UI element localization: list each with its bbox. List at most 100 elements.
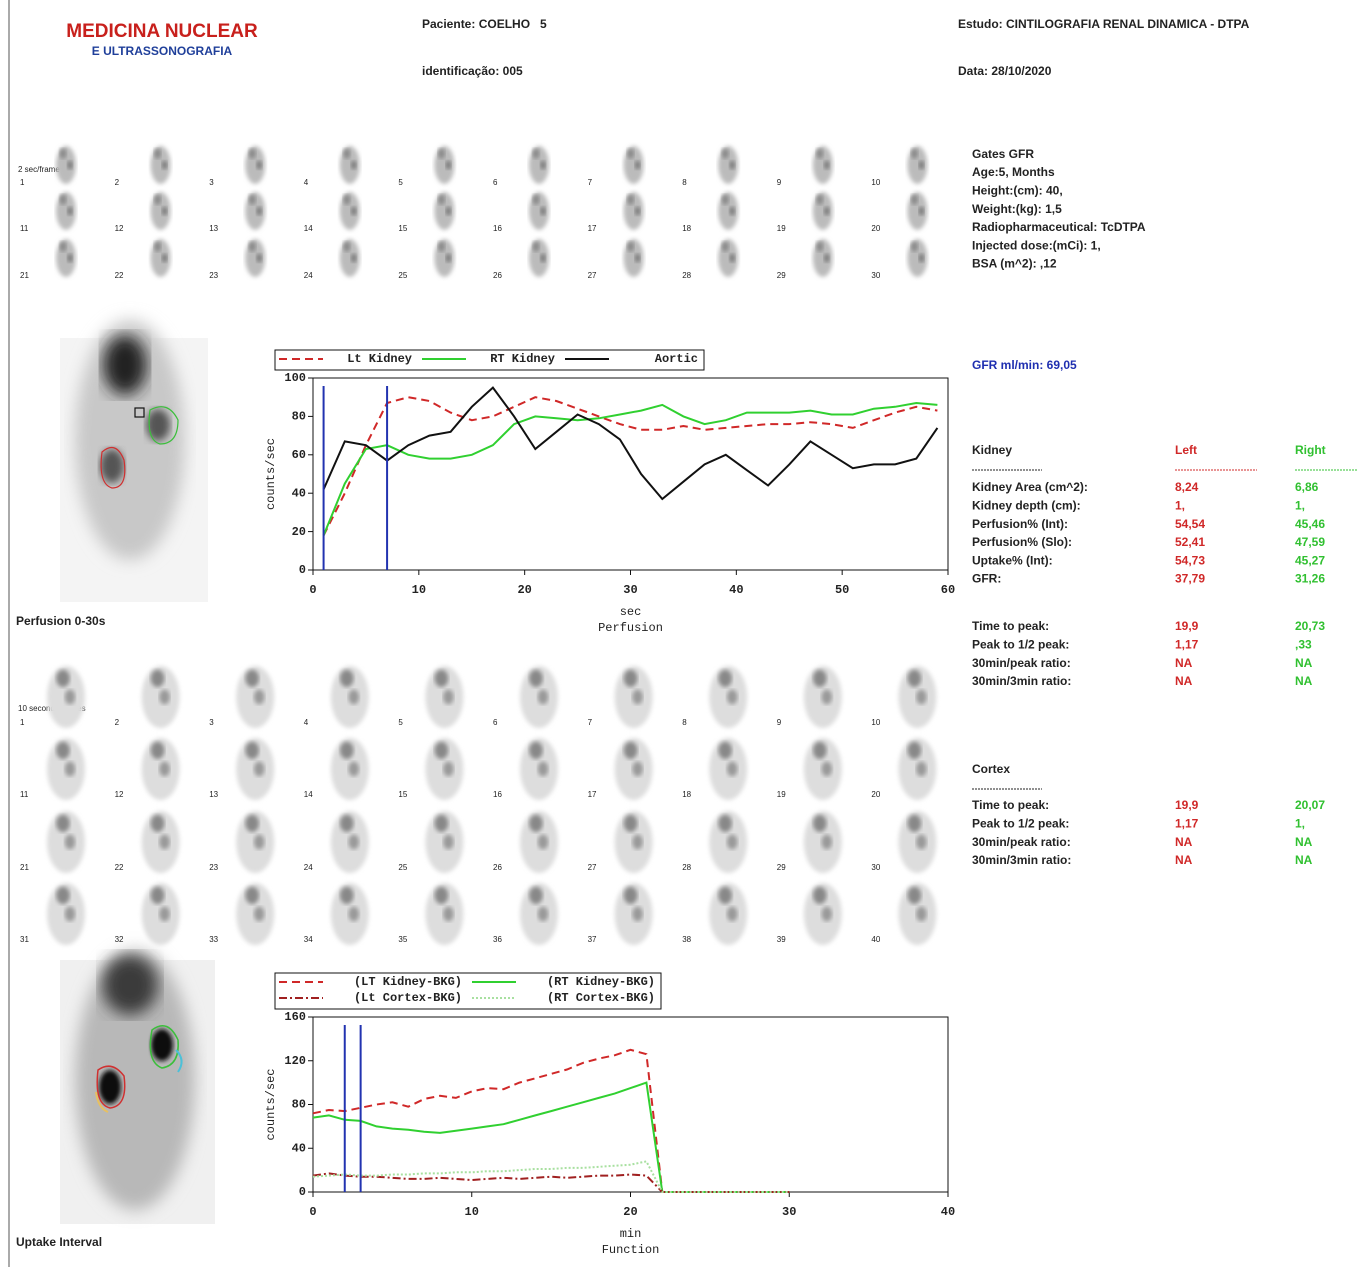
table-cell: NA bbox=[1295, 656, 1313, 670]
frame-number: 23 bbox=[209, 271, 218, 280]
thumb-spot bbox=[722, 241, 729, 252]
thumb-spot bbox=[151, 670, 165, 687]
thumb-spot bbox=[727, 690, 738, 705]
frame-thumbnail bbox=[56, 146, 76, 184]
frame-number: 24 bbox=[304, 863, 313, 872]
frame-thumbnail bbox=[151, 192, 171, 230]
frame-thumbnail bbox=[425, 666, 463, 728]
frame-number: 28 bbox=[682, 863, 691, 872]
frame-number: 40 bbox=[871, 935, 880, 944]
thumb-spot bbox=[154, 148, 161, 159]
frame-number: 13 bbox=[209, 790, 218, 799]
table-cell: Uptake% (Int): bbox=[972, 553, 1053, 567]
thumb-spot bbox=[821, 907, 832, 922]
frame-thumbnail bbox=[804, 666, 842, 728]
thumb-spot bbox=[65, 762, 76, 777]
thumb-spot bbox=[351, 206, 357, 215]
table-header: Right bbox=[1295, 443, 1326, 457]
frame-thumbnail bbox=[142, 811, 180, 873]
table-cell: Time to peak: bbox=[972, 619, 1049, 633]
frame-number: 3 bbox=[209, 718, 214, 727]
frame-thumbnail bbox=[425, 883, 463, 945]
thumb-spot bbox=[151, 887, 165, 904]
plot-frame bbox=[313, 1017, 948, 1192]
thumb-spot bbox=[348, 762, 359, 777]
protocol-title: Gates GFR bbox=[972, 147, 1034, 161]
thumb-spot bbox=[254, 690, 265, 705]
protocol-line: Height:(cm): 40, bbox=[972, 183, 1063, 197]
x-tick-label: 10 bbox=[412, 583, 426, 597]
frame-number: 6 bbox=[493, 178, 498, 187]
legend-label: Lt Kidney bbox=[347, 352, 412, 366]
frame-number: 5 bbox=[398, 178, 403, 187]
frame-thumbnail bbox=[813, 192, 833, 230]
x-tick-label: 0 bbox=[309, 583, 316, 597]
thumb-spot bbox=[718, 670, 732, 687]
frame-thumbnail bbox=[718, 192, 738, 230]
legend-label: RT Kidney bbox=[490, 352, 555, 366]
frame-thumbnail bbox=[709, 738, 747, 800]
frame-thumbnail bbox=[47, 738, 85, 800]
legend-label: (Lt Cortex-BKG) bbox=[354, 991, 462, 1005]
table-cell: NA bbox=[1295, 835, 1313, 849]
thumb-spot bbox=[529, 670, 543, 687]
series-line bbox=[313, 1083, 789, 1192]
table-cell: 52,41 bbox=[1175, 535, 1205, 549]
thumb-spot bbox=[446, 160, 452, 169]
identification: identificação: 005 bbox=[422, 64, 523, 78]
thumb-spot bbox=[816, 194, 823, 205]
protocol-line: Radiopharmaceutical: TcDTPA bbox=[972, 220, 1146, 234]
series-line bbox=[313, 1173, 789, 1192]
table-cell: 20,07 bbox=[1295, 798, 1325, 812]
frame-number: 28 bbox=[682, 271, 691, 280]
y-tick-label: 60 bbox=[292, 448, 306, 462]
thumb-spot bbox=[632, 835, 643, 850]
frame-thumbnail bbox=[615, 666, 653, 728]
frame-thumbnail bbox=[56, 192, 76, 230]
frame-thumbnail bbox=[624, 146, 644, 184]
chart-subtitle: Function bbox=[602, 1243, 660, 1257]
frame-thumbnail bbox=[718, 146, 738, 184]
frame-thumbnail bbox=[56, 239, 76, 277]
chart-subtitle: Perfusion bbox=[598, 621, 663, 635]
thumb-spot bbox=[816, 241, 823, 252]
thumb-spot bbox=[718, 887, 732, 904]
thumb-spot bbox=[911, 194, 918, 205]
thumb-spot bbox=[538, 762, 549, 777]
frame-number: 27 bbox=[588, 271, 597, 280]
frame-thumbnail bbox=[529, 239, 549, 277]
legend-label: (RT Kidney-BKG) bbox=[547, 975, 655, 989]
frame-number: 33 bbox=[209, 935, 218, 944]
frame-thumbnail bbox=[245, 192, 265, 230]
table-cell: 30min/3min ratio: bbox=[972, 674, 1071, 688]
frame-number: 6 bbox=[493, 718, 498, 727]
x-tick-label: 30 bbox=[623, 583, 637, 597]
thumb-spot bbox=[435, 670, 449, 687]
thumb-spot bbox=[821, 835, 832, 850]
frame-thumbnail bbox=[434, 239, 454, 277]
thumb-spot bbox=[351, 160, 357, 169]
frame-thumbnail bbox=[898, 811, 936, 873]
table-cell: NA bbox=[1175, 656, 1193, 670]
thumb-spot bbox=[624, 670, 638, 687]
frame-thumbnail bbox=[529, 146, 549, 184]
frame-number: 4 bbox=[304, 178, 309, 187]
frame-thumbnail bbox=[142, 666, 180, 728]
thumb-spot bbox=[916, 835, 927, 850]
table-cell: Perfusion% (Int): bbox=[972, 517, 1068, 531]
thumb-spot bbox=[65, 690, 76, 705]
legend-label: Aortic bbox=[655, 352, 698, 366]
thumb-spot bbox=[67, 253, 73, 262]
thumb-spot bbox=[65, 907, 76, 922]
thumb-spot bbox=[908, 742, 922, 759]
thumb-spot bbox=[443, 907, 454, 922]
frame-thumbnail bbox=[804, 883, 842, 945]
thumb-spot bbox=[59, 148, 66, 159]
thumb-spot bbox=[348, 835, 359, 850]
frame-thumbnail bbox=[615, 883, 653, 945]
thumb-spot bbox=[824, 160, 830, 169]
thumb-spot bbox=[729, 253, 735, 262]
thumb-spot bbox=[446, 253, 452, 262]
frame-thumbnail bbox=[615, 811, 653, 873]
frame-thumbnail bbox=[236, 738, 274, 800]
